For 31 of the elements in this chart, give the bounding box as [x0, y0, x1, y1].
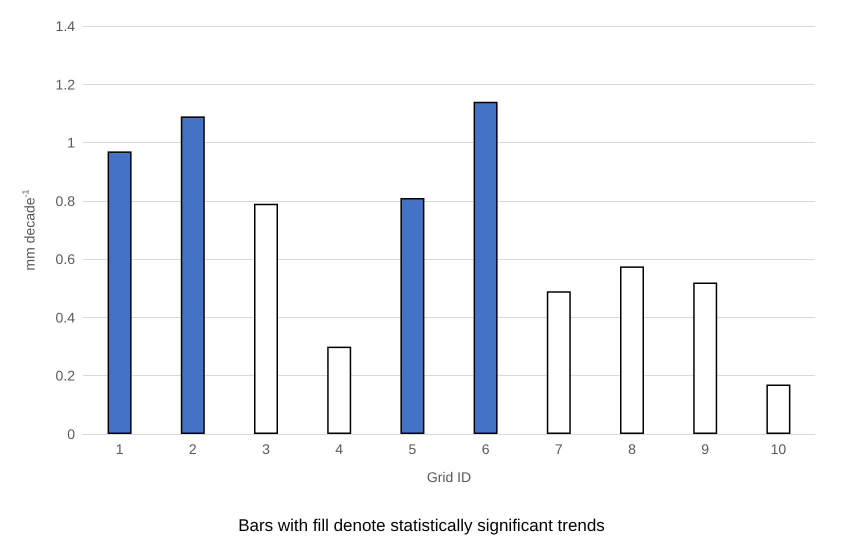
y-tick-label: 0	[67, 426, 76, 442]
x-axis-title: Grid ID	[426, 469, 472, 485]
bar	[474, 102, 498, 434]
y-tick-label: 0.4	[56, 309, 76, 326]
y-tick-label: 1.2	[56, 76, 76, 92]
bar	[766, 384, 790, 434]
y-tick-label: 0.8	[56, 192, 76, 209]
y-tick-label: 1.4	[56, 18, 76, 34]
x-tick-label: 9	[701, 441, 710, 457]
y-axis-title: mm decade-1	[20, 189, 38, 271]
bar	[400, 198, 424, 434]
y-tick-label: 0.6	[56, 251, 76, 268]
bar	[180, 116, 205, 434]
bar	[254, 204, 278, 434]
bar	[108, 151, 132, 434]
x-tick-label: 1	[116, 441, 124, 457]
x-tick-label: 7	[554, 441, 563, 457]
bar	[693, 282, 718, 434]
x-tick-label: 4	[335, 441, 344, 457]
x-tick-label: 10	[770, 441, 786, 457]
text: Bars with fill denote statistically significant trends	[238, 516, 605, 535]
x-tick-label: 5	[408, 441, 416, 457]
y-tick-label: 1	[67, 134, 76, 151]
x-tick-label: 6	[482, 441, 490, 457]
x-tick-label: 3	[262, 441, 270, 457]
bar	[327, 346, 352, 434]
bar	[620, 266, 644, 434]
x-tick-label: 8	[628, 441, 636, 457]
x-tick-label: 2	[188, 441, 197, 457]
bar	[546, 291, 571, 434]
y-tick-label: 0.2	[56, 368, 76, 384]
